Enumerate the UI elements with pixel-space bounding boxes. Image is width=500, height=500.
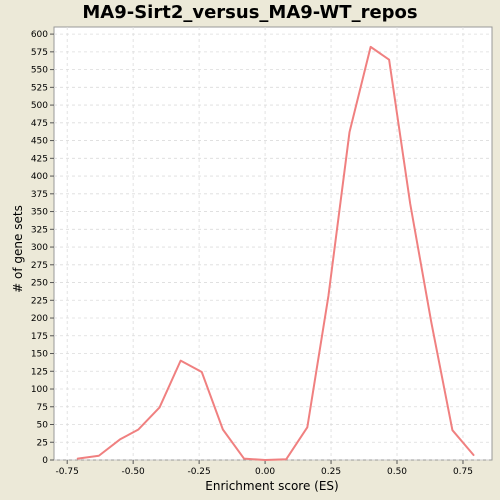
x-tick-label: -0.50 xyxy=(122,467,146,477)
y-tick-label: 225 xyxy=(31,296,48,306)
x-axis-ticks: -0.75 -0.50 -0.25 0.00 0.25 0.50 0.75 xyxy=(56,460,473,477)
y-tick-label: 375 xyxy=(31,190,48,200)
plot-area xyxy=(53,26,493,461)
y-tick-label: 0 xyxy=(42,456,48,466)
x-tick-label: 0.75 xyxy=(453,467,473,477)
y-tick-label: 50 xyxy=(37,421,49,431)
y-axis-ticks: 0 25 50 75 100 125 150 175 200 225 250 275 300 325 350… xyxy=(31,30,54,466)
y-tick-label: 275 xyxy=(31,261,48,271)
y-tick-label: 125 xyxy=(31,367,48,377)
y-tick-label: 300 xyxy=(31,243,48,253)
y-tick-label: 400 xyxy=(31,172,48,182)
x-tick-label: -0.25 xyxy=(187,467,210,477)
x-tick-label: 0.00 xyxy=(255,467,275,477)
x-tick-label: 0.50 xyxy=(387,467,407,477)
y-tick-label: 200 xyxy=(31,314,48,324)
y-tick-label: 325 xyxy=(31,225,48,235)
y-tick-label: 150 xyxy=(31,350,48,360)
series-line-0 xyxy=(76,45,475,461)
y-tick-label: 250 xyxy=(31,279,48,289)
y-tick-label: 475 xyxy=(31,119,48,129)
series-layer xyxy=(76,45,475,461)
y-tick-label: 425 xyxy=(31,154,48,164)
y-tick-label: 100 xyxy=(31,385,48,395)
x-tick-label: -0.75 xyxy=(56,467,79,477)
grid-lines xyxy=(54,27,492,461)
y-tick-label: 550 xyxy=(31,66,48,76)
y-tick-label: 575 xyxy=(31,48,48,58)
y-tick-label: 175 xyxy=(31,332,48,342)
x-axis-label: Enrichment score (ES) xyxy=(205,479,338,493)
y-tick-label: 600 xyxy=(31,30,48,40)
y-tick-label: 450 xyxy=(31,137,48,147)
y-tick-label: 350 xyxy=(31,208,48,218)
chart-title: MA9-Sirt2_versus_MA9-WT_repos xyxy=(82,2,417,23)
x-tick-label: 0.25 xyxy=(321,467,341,477)
y-tick-label: 25 xyxy=(37,438,48,448)
y-tick-label: 500 xyxy=(31,101,48,111)
y-tick-label: 525 xyxy=(31,83,48,93)
y-tick-label: 75 xyxy=(37,403,48,413)
y-axis-label: # of gene sets xyxy=(11,205,25,293)
